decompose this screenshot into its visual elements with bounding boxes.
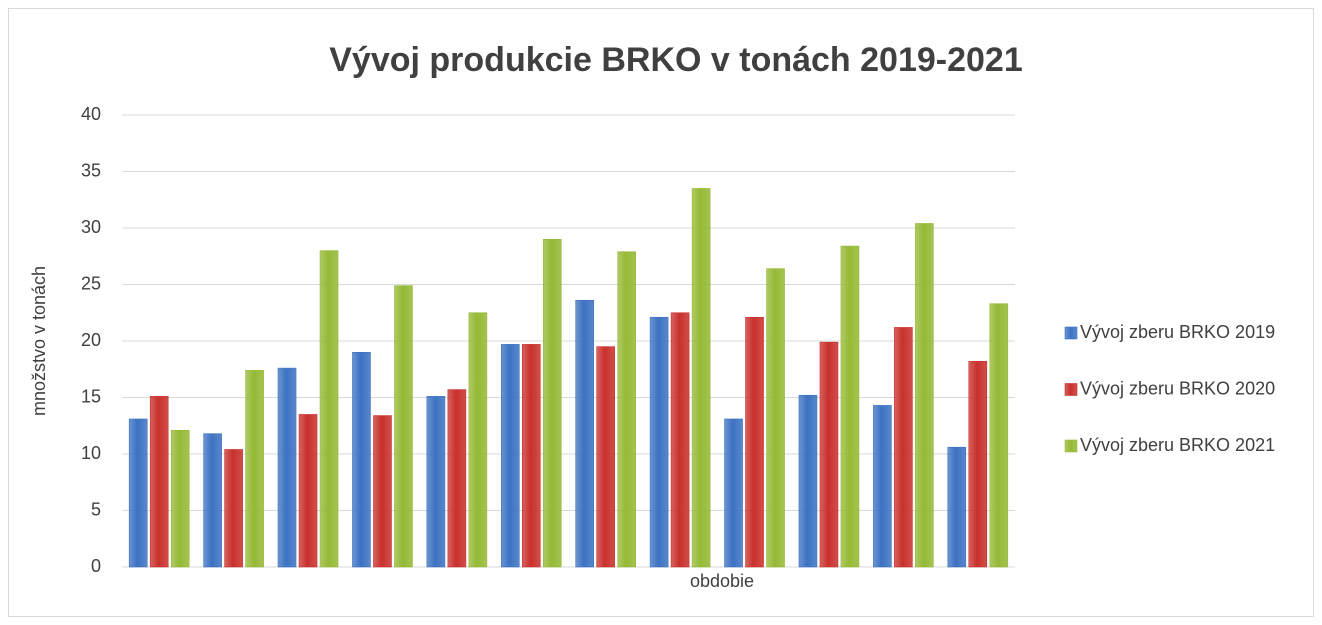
bar <box>277 367 297 568</box>
legend-swatch <box>1064 383 1078 396</box>
y-tick-label: 30 <box>81 217 101 237</box>
bar <box>224 449 243 568</box>
bar <box>298 414 318 568</box>
y-tick-label: 0 <box>91 556 101 576</box>
y-tick-label: 10 <box>81 443 101 463</box>
bar <box>521 344 541 568</box>
bar <box>128 418 148 568</box>
bar <box>798 394 818 568</box>
bar <box>352 351 371 568</box>
legend-swatch <box>1064 439 1078 453</box>
bar <box>575 300 595 568</box>
bar <box>170 429 190 568</box>
chart-title: Vývoj produkcie BRKO v tonách 2019-2021 <box>329 41 1022 79</box>
bar <box>894 327 913 568</box>
y-tick-label: 15 <box>81 386 101 406</box>
bar <box>947 446 967 568</box>
y-tick-label: 35 <box>81 160 101 180</box>
bar <box>468 312 488 568</box>
bar <box>203 433 222 568</box>
bar <box>500 344 520 568</box>
y-tick-label: 25 <box>81 273 101 293</box>
y-tick-label: 20 <box>81 330 101 350</box>
bar <box>989 303 1009 568</box>
y-tick-label: 40 <box>81 104 101 124</box>
y-axis-title: množstvo v tonách <box>29 266 49 416</box>
bar <box>670 312 690 568</box>
bar <box>149 396 169 568</box>
bar <box>915 223 934 568</box>
y-tick-label: 5 <box>91 499 101 519</box>
bar <box>426 396 446 568</box>
legend-label: Vývoj zberu BRKO 2020 <box>1080 378 1275 398</box>
bar <box>447 389 467 568</box>
bar <box>691 188 711 568</box>
bar <box>542 239 562 568</box>
legend-label: Vývoj zberu BRKO 2021 <box>1080 435 1275 455</box>
bar <box>724 418 743 568</box>
bar <box>840 245 860 568</box>
x-axis-title: obdobie <box>690 571 754 591</box>
bar <box>245 370 264 568</box>
bar <box>766 268 785 568</box>
bar <box>373 415 392 568</box>
legend-swatch <box>1064 326 1078 340</box>
bar <box>649 316 669 568</box>
bar <box>819 341 839 568</box>
bar <box>596 346 616 568</box>
bar <box>745 316 764 568</box>
bar <box>319 250 339 568</box>
bar <box>873 405 892 568</box>
bar <box>394 285 413 568</box>
legend-label: Vývoj zberu BRKO 2019 <box>1080 322 1275 342</box>
bar <box>617 251 637 568</box>
bar <box>968 361 988 568</box>
